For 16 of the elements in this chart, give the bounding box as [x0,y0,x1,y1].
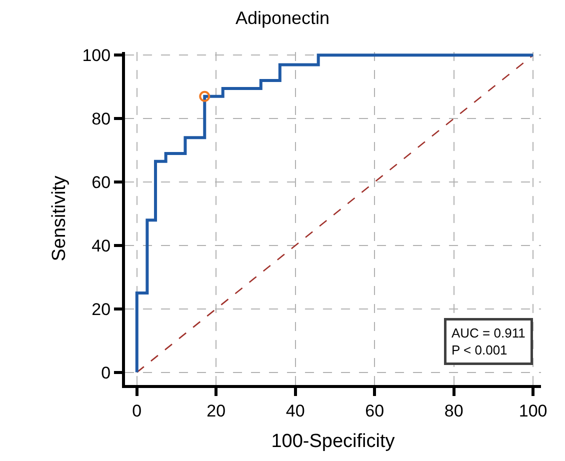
x-tick-label: 0 [132,401,142,420]
chart-title: Adiponectin [235,8,330,28]
y-tick-label: 60 [92,172,111,192]
y-tick-label: 100 [82,46,111,66]
y-tick-label: 80 [92,110,111,129]
x-axis-title: 100-Specificity [271,431,396,452]
x-tick-label: 100 [518,401,548,420]
y-tick-label: 0 [101,363,111,382]
y-tick-label: 40 [92,236,111,256]
x-tick-label: 60 [365,401,384,420]
y-tick-label: 20 [92,300,111,319]
x-tick-label: 20 [206,401,226,420]
x-tick-label: 80 [444,401,464,420]
y-axis-title: Sensitivity [49,175,70,262]
annotation: AUC = 0.911 P < 0.001 [452,326,526,358]
x-tick-label: 40 [286,401,305,420]
